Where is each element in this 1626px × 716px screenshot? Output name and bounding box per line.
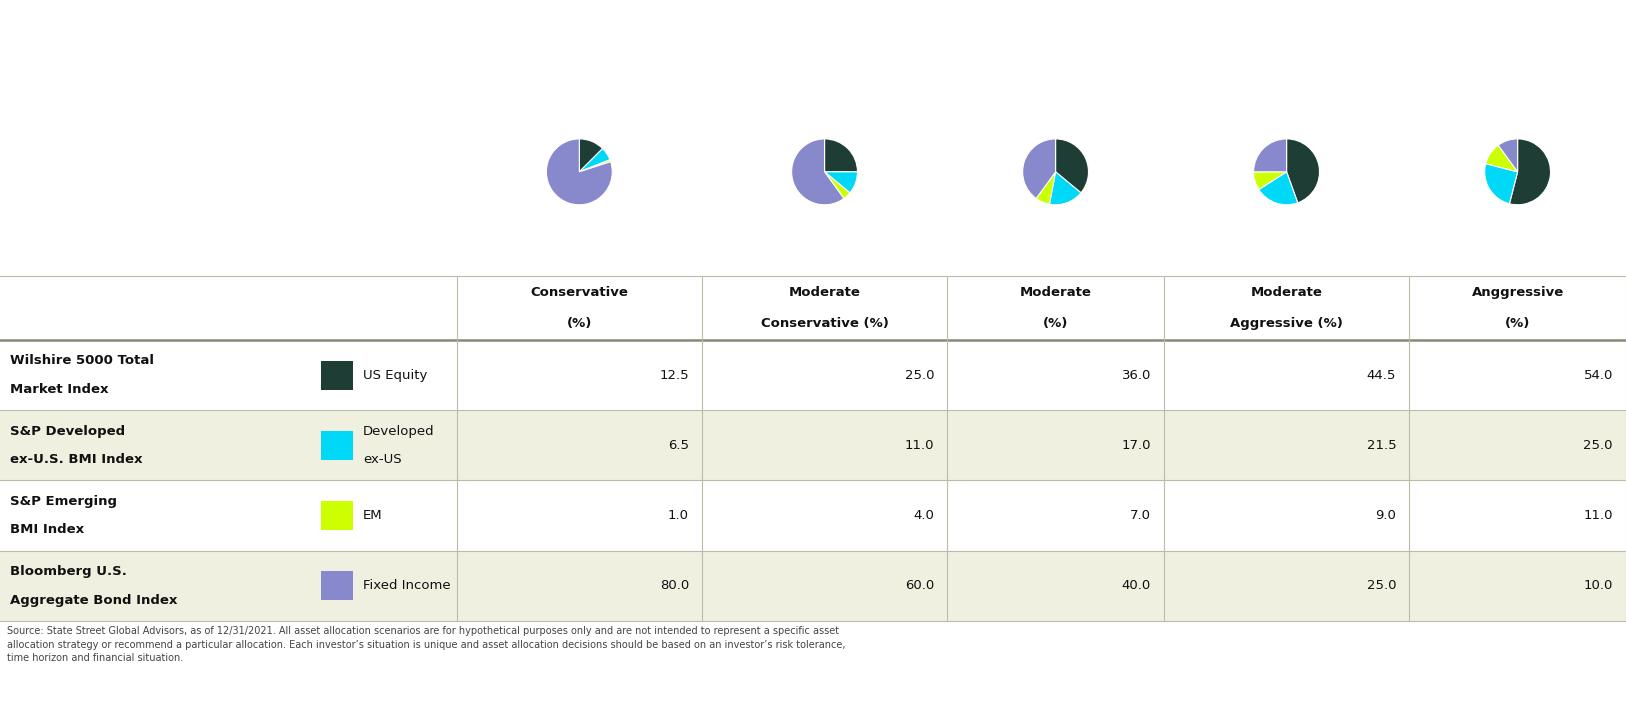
Text: Conservative (%): Conservative (%) bbox=[761, 317, 888, 330]
Wedge shape bbox=[1254, 172, 1286, 190]
Text: (%): (%) bbox=[566, 317, 592, 330]
Text: Moderate: Moderate bbox=[789, 286, 860, 299]
Text: 1.0: 1.0 bbox=[668, 509, 689, 522]
Wedge shape bbox=[579, 148, 610, 172]
Wedge shape bbox=[1286, 139, 1320, 203]
Wedge shape bbox=[824, 172, 850, 198]
Wedge shape bbox=[1486, 145, 1517, 172]
FancyBboxPatch shape bbox=[320, 361, 353, 390]
Text: 44.5: 44.5 bbox=[1367, 369, 1397, 382]
FancyBboxPatch shape bbox=[0, 480, 1626, 551]
Text: 12.5: 12.5 bbox=[659, 369, 689, 382]
Text: 60.0: 60.0 bbox=[906, 579, 935, 592]
Text: (%): (%) bbox=[1506, 317, 1530, 330]
Text: 25.0: 25.0 bbox=[1367, 579, 1397, 592]
Text: 7.0: 7.0 bbox=[1130, 509, 1151, 522]
Text: Source: State Street Global Advisors, as of 12/31/2021. All asset allocation sce: Source: State Street Global Advisors, as… bbox=[7, 626, 846, 663]
FancyBboxPatch shape bbox=[0, 276, 457, 340]
Text: S&P Emerging: S&P Emerging bbox=[10, 495, 117, 508]
Text: Developed: Developed bbox=[363, 425, 434, 437]
Text: EM: EM bbox=[363, 509, 382, 522]
Wedge shape bbox=[824, 172, 857, 193]
FancyBboxPatch shape bbox=[320, 571, 353, 600]
Text: S&P Developed: S&P Developed bbox=[10, 425, 125, 437]
Wedge shape bbox=[792, 139, 844, 205]
Text: 11.0: 11.0 bbox=[1584, 509, 1613, 522]
Wedge shape bbox=[824, 139, 857, 172]
Wedge shape bbox=[1023, 139, 1055, 198]
Wedge shape bbox=[1485, 164, 1517, 204]
Wedge shape bbox=[546, 139, 613, 205]
Text: 11.0: 11.0 bbox=[904, 439, 935, 452]
Text: 6.5: 6.5 bbox=[668, 439, 689, 452]
Text: Moderate: Moderate bbox=[1020, 286, 1091, 299]
Wedge shape bbox=[1049, 172, 1081, 205]
Text: 25.0: 25.0 bbox=[1584, 439, 1613, 452]
Text: Aggregate Bond Index: Aggregate Bond Index bbox=[10, 594, 177, 606]
Text: ex-U.S. BMI Index: ex-U.S. BMI Index bbox=[10, 453, 141, 466]
FancyBboxPatch shape bbox=[0, 0, 1626, 276]
Text: 25.0: 25.0 bbox=[904, 369, 935, 382]
Wedge shape bbox=[1498, 139, 1517, 172]
Text: 80.0: 80.0 bbox=[660, 579, 689, 592]
Text: 36.0: 36.0 bbox=[1122, 369, 1151, 382]
Text: 4.0: 4.0 bbox=[914, 509, 935, 522]
Wedge shape bbox=[579, 139, 603, 172]
Text: 40.0: 40.0 bbox=[1122, 579, 1151, 592]
Text: 21.5: 21.5 bbox=[1366, 439, 1397, 452]
Text: US Equity: US Equity bbox=[363, 369, 428, 382]
Text: Anggressive: Anggressive bbox=[1472, 286, 1564, 299]
Text: Market Index: Market Index bbox=[10, 383, 109, 396]
Wedge shape bbox=[1055, 139, 1088, 193]
FancyBboxPatch shape bbox=[457, 276, 1626, 340]
FancyBboxPatch shape bbox=[320, 501, 353, 530]
Text: Bloomberg U.S.: Bloomberg U.S. bbox=[10, 565, 127, 578]
FancyBboxPatch shape bbox=[0, 410, 1626, 480]
FancyBboxPatch shape bbox=[320, 431, 353, 460]
Text: (%): (%) bbox=[1042, 317, 1068, 330]
Wedge shape bbox=[1036, 172, 1055, 204]
Text: Conservative: Conservative bbox=[530, 286, 628, 299]
Text: BMI Index: BMI Index bbox=[10, 523, 85, 536]
Wedge shape bbox=[1259, 172, 1298, 205]
FancyBboxPatch shape bbox=[0, 340, 1626, 410]
Text: 10.0: 10.0 bbox=[1584, 579, 1613, 592]
Text: Fixed Income: Fixed Income bbox=[363, 579, 450, 592]
Text: Wilshire 5000 Total: Wilshire 5000 Total bbox=[10, 354, 154, 367]
Text: Aggressive (%): Aggressive (%) bbox=[1231, 317, 1343, 330]
Wedge shape bbox=[579, 160, 611, 172]
Text: 9.0: 9.0 bbox=[1376, 509, 1397, 522]
Text: ex-US: ex-US bbox=[363, 453, 402, 466]
Text: 17.0: 17.0 bbox=[1122, 439, 1151, 452]
Text: Moderate: Moderate bbox=[1250, 286, 1322, 299]
Text: 54.0: 54.0 bbox=[1584, 369, 1613, 382]
FancyBboxPatch shape bbox=[0, 551, 1626, 621]
Wedge shape bbox=[1509, 139, 1551, 205]
FancyBboxPatch shape bbox=[0, 276, 1626, 621]
Wedge shape bbox=[1254, 139, 1286, 172]
